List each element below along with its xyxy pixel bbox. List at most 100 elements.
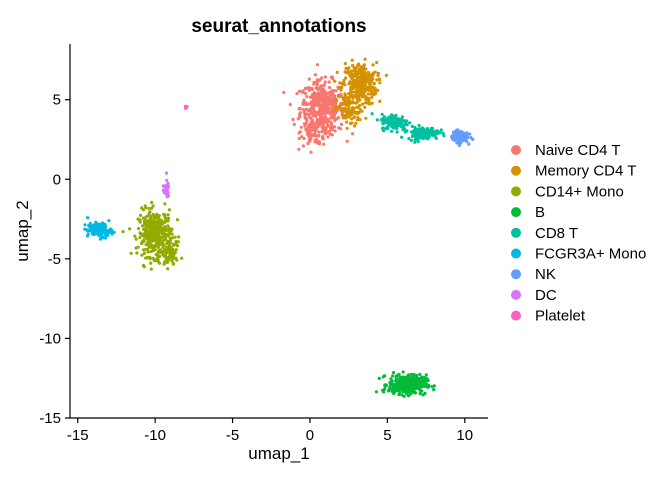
data-point xyxy=(395,126,399,131)
data-point xyxy=(315,103,319,107)
data-point xyxy=(365,76,370,80)
data-point xyxy=(312,97,316,102)
data-point xyxy=(142,239,146,243)
data-point xyxy=(151,224,156,228)
data-point xyxy=(301,89,305,93)
legend-key xyxy=(511,227,521,238)
data-point xyxy=(324,104,328,108)
data-point xyxy=(309,150,313,154)
legend-label: NK xyxy=(535,266,556,283)
data-point xyxy=(347,106,351,110)
data-point xyxy=(351,109,355,113)
data-point xyxy=(330,122,334,126)
data-point xyxy=(298,111,302,115)
data-point xyxy=(167,248,171,252)
data-point xyxy=(391,374,395,378)
data-point xyxy=(392,122,397,126)
data-point xyxy=(327,80,331,84)
data-point xyxy=(155,231,159,235)
data-point xyxy=(350,77,354,81)
data-point xyxy=(358,98,362,102)
data-point xyxy=(364,97,368,101)
data-point xyxy=(421,393,425,397)
data-point xyxy=(366,70,370,74)
data-point xyxy=(374,390,378,394)
data-point xyxy=(390,379,394,383)
data-point xyxy=(400,384,404,388)
data-point xyxy=(422,384,426,388)
legend-item: Platelet xyxy=(511,308,586,325)
data-point xyxy=(380,112,384,116)
data-point xyxy=(405,129,409,133)
data-point xyxy=(143,248,147,252)
data-point xyxy=(345,139,349,143)
data-point xyxy=(166,194,170,198)
x-tick-label: 5 xyxy=(383,427,391,444)
x-axis-title: umap_1 xyxy=(248,444,309,463)
data-point xyxy=(335,70,339,74)
data-point xyxy=(369,73,373,77)
data-point xyxy=(319,108,323,112)
data-point xyxy=(309,100,314,104)
data-point xyxy=(324,120,328,124)
data-point xyxy=(86,216,90,220)
data-point xyxy=(112,230,116,234)
data-point xyxy=(166,259,170,263)
data-point xyxy=(138,236,142,240)
data-point xyxy=(307,88,311,92)
legend-item: Memory CD4 T xyxy=(511,163,636,180)
x-tick-label: 10 xyxy=(456,427,473,444)
data-point xyxy=(318,78,322,82)
data-point xyxy=(152,217,156,221)
data-point xyxy=(97,230,101,235)
data-point xyxy=(302,122,306,126)
data-point xyxy=(309,137,313,141)
data-point xyxy=(342,78,346,83)
data-point xyxy=(343,62,347,66)
data-point xyxy=(297,89,302,93)
data-point xyxy=(413,125,417,130)
data-point xyxy=(302,109,307,113)
data-point xyxy=(398,120,402,124)
data-point xyxy=(154,242,158,246)
data-point xyxy=(356,71,360,75)
data-point xyxy=(312,102,316,106)
data-point xyxy=(301,144,305,148)
data-point xyxy=(414,137,418,141)
data-point xyxy=(365,79,369,84)
data-point xyxy=(151,247,155,252)
data-point xyxy=(330,127,335,132)
data-point xyxy=(336,85,340,89)
data-point xyxy=(310,106,315,110)
data-point xyxy=(163,191,167,195)
data-point xyxy=(153,258,157,263)
data-point xyxy=(340,85,344,90)
x-tick-label: -5 xyxy=(226,427,239,444)
data-point xyxy=(455,134,459,138)
data-point xyxy=(167,226,171,230)
legend-key xyxy=(511,310,521,321)
data-point xyxy=(423,131,427,135)
data-point xyxy=(415,133,419,137)
data-point xyxy=(350,81,354,85)
data-point xyxy=(402,387,406,391)
data-point xyxy=(363,105,367,109)
data-point xyxy=(345,71,350,75)
data-point xyxy=(175,218,180,222)
data-point xyxy=(350,58,354,62)
data-point xyxy=(128,227,132,231)
data-point xyxy=(349,100,353,105)
series-nk xyxy=(449,128,475,147)
data-point xyxy=(369,92,373,96)
data-point xyxy=(361,66,365,70)
data-point xyxy=(313,73,317,77)
data-point xyxy=(420,389,424,393)
y-tick-label: -15 xyxy=(39,410,61,427)
data-point xyxy=(96,222,101,226)
data-point xyxy=(370,101,374,105)
data-point xyxy=(163,235,168,239)
data-point xyxy=(468,132,472,136)
series-fcgr3a-mono xyxy=(83,216,116,241)
data-point xyxy=(385,125,390,129)
data-point xyxy=(138,213,143,217)
